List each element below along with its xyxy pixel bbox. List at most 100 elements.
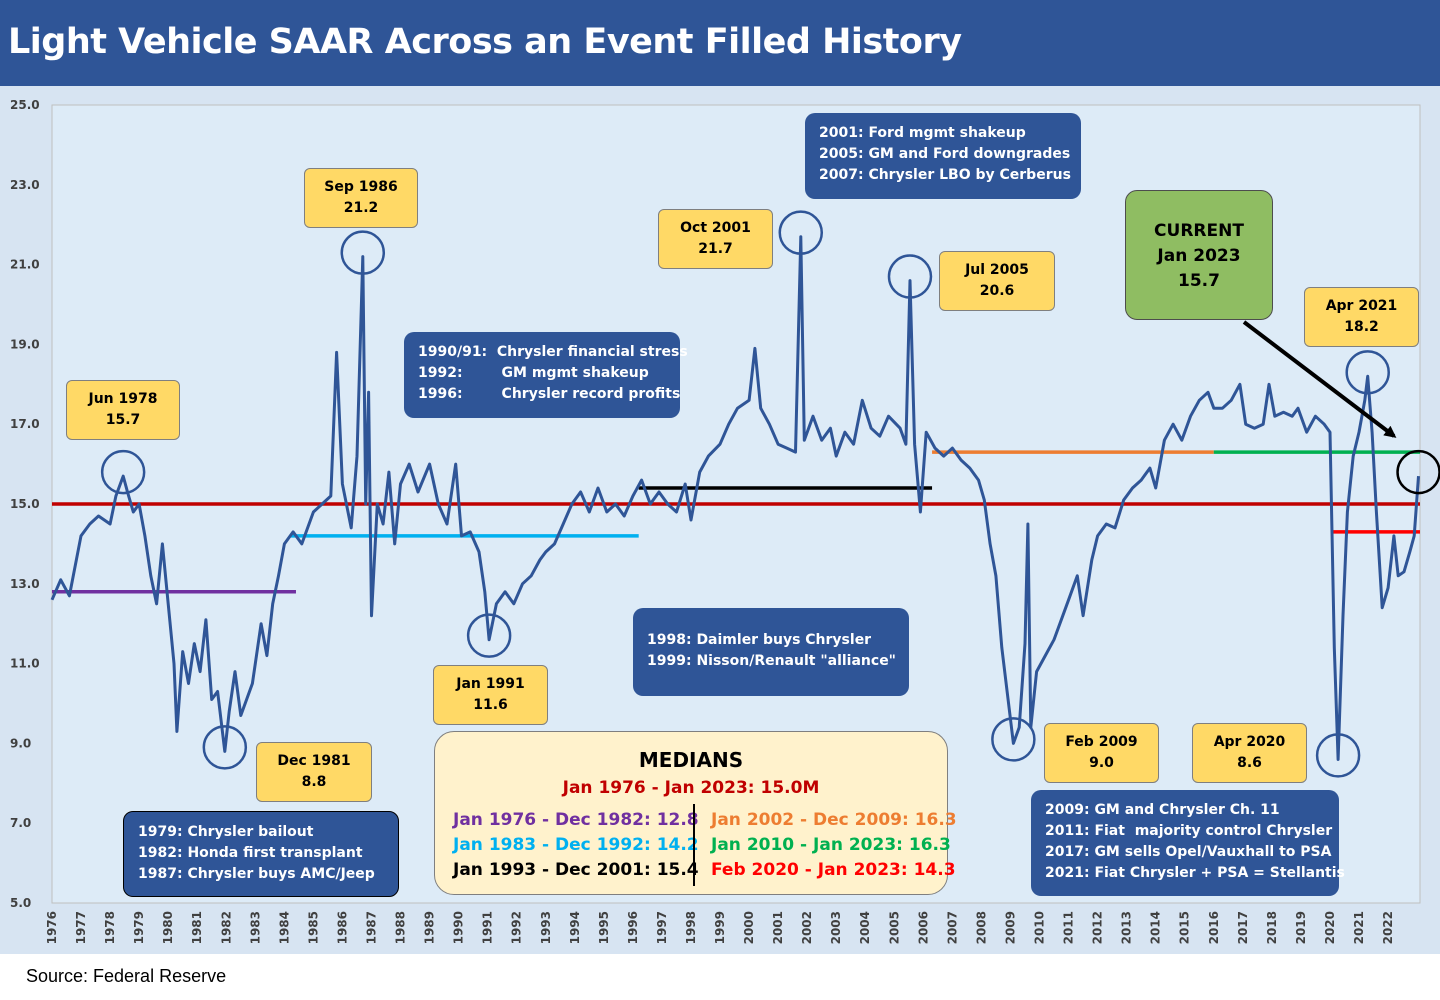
callout-jun1978: Jun 1978 15.7 bbox=[66, 380, 180, 440]
x-tick-label: 1984 bbox=[277, 911, 291, 944]
callout-date: Dec 1981 bbox=[277, 753, 351, 769]
medians-overall: Jan 1976 - Jan 2023: 15.0M bbox=[562, 778, 820, 798]
highlight-circle bbox=[100, 449, 146, 495]
callout-oct2001: Oct 2001 21.7 bbox=[658, 209, 773, 269]
event-box-chrysler-1990s: 1990/91: Chrysler financial stress 1992:… bbox=[404, 332, 688, 418]
x-tick-label: 2021 bbox=[1352, 911, 1366, 944]
x-tick-label: 2022 bbox=[1381, 911, 1395, 944]
callout-date: Apr 2020 bbox=[1213, 734, 1286, 750]
x-tick-label: 1983 bbox=[248, 911, 262, 944]
x-tick-label: 2003 bbox=[829, 911, 843, 944]
event-line: 1992: GM mgmt shakeup bbox=[418, 365, 649, 381]
x-tick-label: 1979 bbox=[132, 911, 146, 944]
highlight-circle bbox=[1315, 733, 1361, 778]
median-2020-2023: Feb 2020 - Jan 2023: 14.3 bbox=[711, 860, 956, 880]
event-box-daimler: 1998: Daimler buys Chrysler 1999: Nisson… bbox=[633, 608, 909, 696]
highlight-circle bbox=[340, 230, 386, 275]
x-tick-label: 2015 bbox=[1178, 911, 1192, 944]
medians-box: MEDIANS Jan 1976 - Jan 2023: 15.0M Jan 1… bbox=[434, 731, 957, 895]
event-line: 2009: GM and Chrysler Ch. 11 bbox=[1045, 802, 1280, 818]
y-tick-label: 5.0 bbox=[10, 896, 31, 910]
x-tick-label: 2010 bbox=[1033, 911, 1047, 944]
highlight-circle bbox=[778, 210, 824, 255]
x-tick-label: 2001 bbox=[771, 911, 785, 944]
callout-date: Sep 1986 bbox=[324, 179, 398, 195]
median-2010-2023: Jan 2010 - Jan 2023: 16.3 bbox=[711, 835, 951, 855]
callout-date: Jun 1978 bbox=[88, 391, 158, 407]
current-label: CURRENT bbox=[1154, 221, 1244, 241]
callout-date: Feb 2009 bbox=[1065, 734, 1138, 750]
event-line: 2001: Ford mgmt shakeup bbox=[819, 125, 1026, 141]
callout-date: Jul 2005 bbox=[965, 262, 1029, 278]
highlight-circle bbox=[202, 725, 248, 770]
callout-jan1991: Jan 1991 11.6 bbox=[433, 665, 548, 725]
event-line: 2007: Chrysler LBO by Cerberus bbox=[819, 167, 1071, 183]
x-tick-label: 1995 bbox=[597, 911, 611, 944]
median-1993-2001: Jan 1993 - Dec 2001: 15.4 bbox=[453, 860, 699, 880]
event-line: 2011: Fiat majority control Chrysler bbox=[1045, 823, 1333, 839]
x-tick-label: 1985 bbox=[306, 911, 320, 944]
y-tick-label: 23.0 bbox=[10, 178, 40, 192]
x-tick-label: 2004 bbox=[858, 911, 872, 944]
x-tick-label: 2011 bbox=[1062, 911, 1076, 944]
x-tick-label: 1998 bbox=[684, 911, 698, 944]
event-line: 1998: Daimler buys Chrysler bbox=[647, 632, 872, 648]
event-line: 1987: Chrysler buys AMC/Jeep bbox=[138, 866, 375, 882]
x-tick-label: 2019 bbox=[1294, 911, 1308, 944]
event-line: 2017: GM sells Opel/Vauxhall to PSA bbox=[1045, 844, 1332, 860]
callout-value: 8.6 bbox=[1237, 755, 1262, 771]
x-tick-label: 2012 bbox=[1091, 911, 1105, 944]
callout-value: 15.7 bbox=[105, 412, 141, 428]
x-tick-label: 1999 bbox=[713, 911, 727, 944]
callout-feb2009: Feb 2009 9.0 bbox=[1044, 723, 1159, 783]
highlight-circle bbox=[1345, 350, 1390, 395]
event-box-chrysler-bailout: 1979: Chrysler bailout 1982: Honda first… bbox=[123, 811, 399, 897]
x-tick-label: 1986 bbox=[335, 911, 349, 944]
x-tick-label: 1997 bbox=[655, 911, 669, 944]
callout-value: 11.6 bbox=[473, 697, 508, 713]
source-note: Source: Federal Reserve bbox=[26, 966, 227, 986]
callout-date: Apr 2021 bbox=[1325, 298, 1398, 314]
x-tick-label: 2002 bbox=[800, 911, 814, 944]
x-tick-label: 1977 bbox=[74, 911, 88, 944]
chart-title: Light Vehicle SAAR Across an Event Fille… bbox=[8, 22, 962, 62]
x-tick-label: 1988 bbox=[394, 911, 408, 944]
current-arrow bbox=[1242, 320, 1397, 438]
saar-series-line bbox=[50, 235, 1420, 761]
x-tick-label: 2014 bbox=[1149, 911, 1163, 944]
header-bar: Light Vehicle SAAR Across an Event Fille… bbox=[0, 0, 1440, 86]
medians-title: MEDIANS bbox=[638, 748, 744, 772]
x-tick-label: 2017 bbox=[1236, 911, 1250, 944]
median-1976-1982: Jan 1976 - Dec 1982: 12.8 bbox=[453, 810, 699, 830]
x-tick-label: 2005 bbox=[887, 911, 901, 944]
event-line: 2005: GM and Ford downgrades bbox=[819, 146, 1071, 162]
x-tick-label: 2018 bbox=[1265, 911, 1279, 944]
callout-value: 20.6 bbox=[979, 283, 1015, 299]
medians-divider bbox=[693, 804, 695, 886]
x-tick-label: 1981 bbox=[190, 911, 204, 944]
x-tick-label: 1980 bbox=[161, 911, 175, 944]
y-tick-label: 15.0 bbox=[10, 497, 40, 511]
x-tick-label: 1987 bbox=[364, 911, 378, 944]
x-tick-label: 1978 bbox=[103, 911, 117, 944]
callout-value: 21.2 bbox=[343, 200, 379, 216]
event-line: 1979: Chrysler bailout bbox=[138, 824, 314, 840]
callout-value: 8.8 bbox=[301, 774, 327, 790]
callout-value: 21.7 bbox=[698, 241, 733, 257]
current-box: CURRENT Jan 2023 15.7 bbox=[1125, 190, 1273, 320]
callout-date: Jan 1991 bbox=[456, 676, 525, 692]
callout-apr2021: Apr 2021 18.2 bbox=[1304, 287, 1419, 347]
x-tick-label: 1989 bbox=[423, 911, 437, 944]
x-tick-label: 1996 bbox=[626, 911, 640, 944]
callout-value: 9.0 bbox=[1089, 755, 1114, 771]
y-tick-label: 19.0 bbox=[10, 337, 40, 351]
x-tick-label: 2007 bbox=[945, 911, 959, 944]
x-tick-label: 2000 bbox=[742, 911, 756, 944]
callout-date: Oct 2001 bbox=[680, 220, 751, 236]
x-tick-label: 1976 bbox=[45, 911, 59, 944]
x-tick-label: 1991 bbox=[481, 911, 495, 944]
event-line: 2021: Fiat Chrysler + PSA = Stellantis bbox=[1045, 865, 1345, 881]
median-2002-2009: Jan 2002 - Dec 2009: 16.3 bbox=[711, 810, 957, 830]
callout-value: 18.2 bbox=[1344, 319, 1379, 335]
x-tick-label: 2006 bbox=[916, 911, 930, 944]
